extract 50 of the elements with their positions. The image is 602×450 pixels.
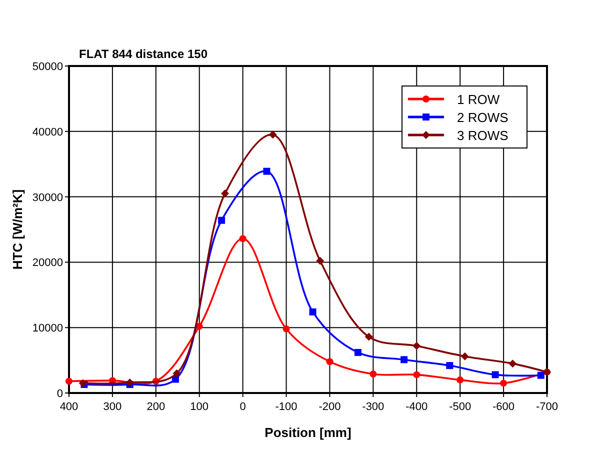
point [196,322,203,330]
x-tick-label: -300 [362,401,384,413]
x-tick-label: -100 [275,401,298,413]
point [500,380,508,387]
point [268,130,277,139]
point [370,370,377,378]
point [326,358,334,366]
y-tick-label: 50000 [32,61,63,73]
point [263,168,270,175]
x-tick-label: -500 [449,401,472,413]
x-tick-label: 200 [146,401,166,413]
point [218,216,226,224]
y-tick-label: 30000 [32,192,63,204]
point [239,235,246,242]
y-tick-label: 0 [56,388,63,400]
point [508,360,517,368]
point [456,376,464,384]
x-axis-title: Position [mm] [264,425,352,440]
x-tick-label: -200 [318,401,341,413]
y-tick-label: 20000 [32,257,63,270]
point [66,378,72,385]
y-axis-title: HTC [W/m²K] [10,189,25,270]
point [537,372,544,379]
x-tick-label: -600 [492,401,515,413]
point [446,362,454,370]
x-tick-label: 400 [60,401,78,413]
legend-label: 1 ROW [457,92,500,107]
x-tick-label: 300 [103,401,122,413]
point [172,369,181,378]
chart-title: FLAT 844 distance 150 [79,47,208,61]
point [364,332,373,341]
point [221,190,229,198]
x-tick-label: -700 [536,401,558,413]
legend-label: 2 ROWS [457,110,509,125]
point [412,342,421,350]
point [413,371,420,378]
point [282,325,290,332]
y-tick-label: 40000 [32,126,63,138]
x-tick-label: 100 [190,401,209,413]
point [316,256,324,265]
x-tick-label: -400 [406,401,428,413]
point [354,348,362,356]
point [309,308,316,316]
point [126,378,134,387]
x-tick-label: 0 [240,401,246,413]
point [492,371,499,378]
point [460,352,469,360]
legend-label: 3 ROWS [457,128,509,143]
y-tick-label: 10000 [32,322,63,335]
point [400,356,408,364]
